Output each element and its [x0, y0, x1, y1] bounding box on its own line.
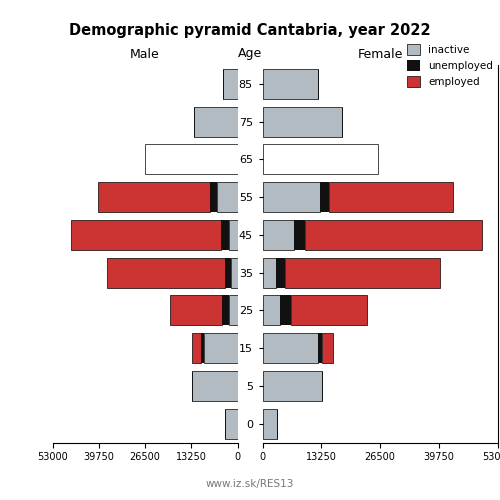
Bar: [226, 408, 237, 438]
Bar: [229, 296, 237, 326]
Bar: [221, 220, 229, 250]
Bar: [170, 296, 222, 326]
Bar: [222, 296, 229, 326]
Text: Age: Age: [238, 48, 262, 60]
Bar: [262, 333, 318, 363]
Bar: [226, 258, 230, 288]
Bar: [262, 220, 294, 250]
Bar: [192, 371, 238, 401]
Text: Demographic pyramid Cantabria, year 2022: Demographic pyramid Cantabria, year 2022: [69, 22, 431, 38]
Bar: [284, 258, 440, 288]
Bar: [320, 182, 329, 212]
Bar: [201, 333, 204, 363]
Bar: [262, 408, 276, 438]
Bar: [192, 333, 201, 363]
Bar: [280, 296, 291, 326]
Bar: [304, 220, 482, 250]
Bar: [71, 220, 221, 250]
Bar: [294, 220, 304, 250]
Bar: [106, 258, 226, 288]
Bar: [194, 106, 238, 136]
Bar: [223, 69, 238, 99]
Bar: [262, 371, 322, 401]
Bar: [262, 258, 276, 288]
Bar: [262, 144, 378, 174]
Legend: inactive, unemployed, employed: inactive, unemployed, employed: [403, 40, 497, 92]
Bar: [262, 182, 320, 212]
Bar: [98, 182, 210, 212]
Text: Male: Male: [130, 48, 160, 60]
Text: Female: Female: [358, 48, 403, 60]
Bar: [216, 182, 238, 212]
Bar: [318, 333, 322, 363]
Bar: [204, 333, 238, 363]
Bar: [329, 182, 453, 212]
Bar: [276, 258, 284, 288]
Bar: [292, 296, 366, 326]
Bar: [210, 182, 216, 212]
Bar: [145, 144, 238, 174]
Text: www.iz.sk/RES13: www.iz.sk/RES13: [206, 479, 294, 489]
Bar: [322, 333, 334, 363]
Bar: [230, 258, 237, 288]
Bar: [262, 296, 280, 326]
Bar: [262, 106, 342, 136]
Bar: [229, 220, 237, 250]
Bar: [262, 69, 318, 99]
